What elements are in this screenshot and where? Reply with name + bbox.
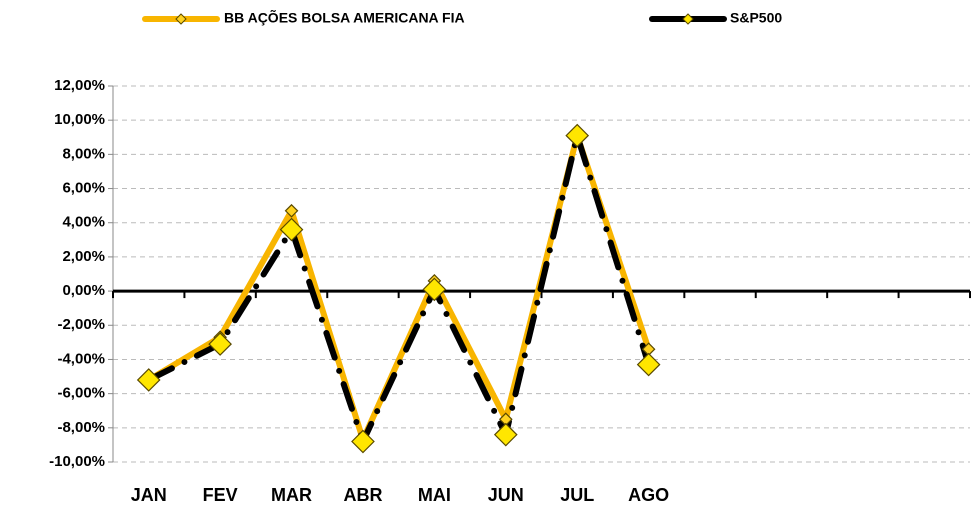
x-tick-label: AGO	[628, 485, 669, 505]
marker	[351, 429, 375, 454]
y-tick-label: 0,00%	[62, 282, 105, 299]
y-tick-label: -8,00%	[57, 419, 105, 436]
y-tick-label: 8,00%	[62, 145, 105, 162]
marker	[565, 123, 590, 148]
x-tick-label: JAN	[131, 485, 167, 505]
legend-marker	[175, 13, 187, 25]
marker	[422, 277, 447, 302]
y-tick-label: 6,00%	[62, 180, 105, 197]
y-tick-label: 4,00%	[62, 214, 105, 231]
y-tick-label: 12,00%	[54, 77, 105, 94]
y-tick-label: -10,00%	[49, 453, 105, 470]
marker	[284, 203, 299, 218]
marker	[636, 352, 661, 377]
marker	[136, 368, 161, 392]
x-tick-label: JUL	[560, 485, 594, 505]
y-tick-label: -4,00%	[57, 350, 105, 367]
marker	[493, 422, 518, 447]
y-tick-label: 2,00%	[62, 248, 105, 265]
legend-label: BB AÇÕES BOLSA AMERICANA FIA	[224, 9, 465, 26]
marker	[208, 332, 232, 356]
marker	[279, 217, 304, 242]
x-tick-label: JUN	[488, 485, 524, 505]
y-tick-label: 10,00%	[54, 111, 105, 128]
legend-label: S&P500	[730, 10, 782, 26]
legend-marker	[682, 13, 694, 25]
series-line	[145, 124, 652, 450]
x-tick-label: ABR	[343, 485, 382, 505]
x-tick-label: MAR	[271, 485, 312, 505]
y-tick-label: -6,00%	[57, 385, 105, 402]
series-line	[147, 132, 652, 443]
x-tick-label: MAI	[418, 485, 451, 505]
y-tick-label: -2,00%	[57, 316, 105, 333]
x-tick-label: FEV	[203, 485, 238, 505]
